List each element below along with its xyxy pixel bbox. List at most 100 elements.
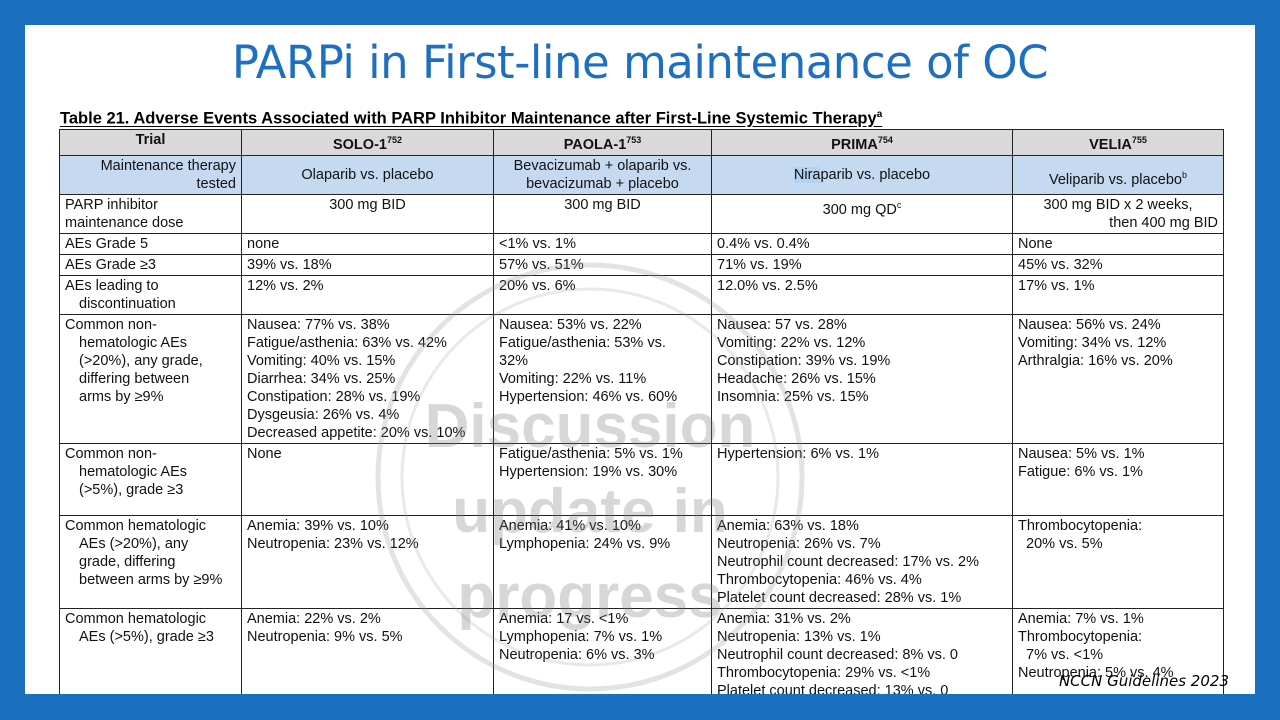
cell-line: Hypertension: 6% vs. 1% — [717, 445, 879, 462]
cell-prima: Nausea: 57 vs. 28% Vomiting: 22% vs. 12% C… — [711, 313, 1013, 444]
cell-line: Nausea: 5% vs. 1% — [1018, 445, 1145, 462]
cell-line: Fatigue: 6% vs. 1% — [1018, 463, 1143, 480]
row-label-line: Common hematologic — [65, 517, 207, 534]
header-prima-ref: 754 — [877, 135, 893, 145]
cell-line: Fatigue/asthenia: 63% vs. 42% — [247, 334, 447, 351]
cell-line: Constipation: 39% vs. 19% — [717, 352, 891, 369]
cell-line: Neutropenia: 5% vs. 4% — [1018, 664, 1174, 681]
cell-line: 57% vs. 51% — [499, 256, 584, 273]
cell-solo-1: 12% vs. 2% — [241, 274, 494, 315]
cell-line: none — [247, 235, 280, 252]
header-paola-1: PAOLA-1753 — [493, 129, 712, 156]
cell-paola-1: 57% vs. 51% — [493, 253, 712, 276]
therapy-velia-text: Veliparib vs. placebo — [1048, 171, 1182, 188]
cell-line: Lymphopenia: 24% vs. 9% — [499, 535, 671, 552]
cell-paola-1: Fatigue/asthenia: 5% vs. 1% Hypertension:… — [493, 442, 712, 516]
row-label-line: Common non- — [65, 316, 157, 333]
table-row: AEs Grade 5 none <1% vs. 1% 0.4% vs. 0.4% No… — [59, 232, 1224, 255]
cell-line: Neutropenia: 9% vs. 5% — [247, 628, 403, 645]
cell-line: Insomnia: 25% vs. 15% — [717, 388, 869, 405]
cell-line: Anemia: 41% vs. 10% — [499, 517, 641, 534]
cell-line: Constipation: 28% vs. 19% — [247, 388, 421, 405]
cell-line: Thrombocytopenia: — [1018, 628, 1143, 645]
row-label-line: AEs leading to — [65, 277, 159, 294]
therapy-label: Maintenance therapy tested — [59, 154, 242, 195]
table-row: AEs leading to discontinuation 12% vs. 2% 2… — [59, 274, 1224, 315]
cell-line: Platelet count decreased: 28% vs. 1% — [717, 589, 962, 606]
cell-line: 12% vs. 2% — [247, 277, 324, 294]
cell-line: Hypertension: 46% vs. 60% — [499, 388, 678, 405]
cell-line: Diarrhea: 34% vs. 25% — [247, 370, 396, 387]
cell-line: Nausea: 56% vs. 24% — [1018, 316, 1161, 333]
row-label: AEs Grade 5 — [59, 232, 242, 255]
therapy-prima-text: parib vs. placebo — [820, 166, 931, 183]
source-footer: NCCN Guidelines 2023 — [1058, 672, 1229, 690]
therapy-paola-1: Bevacizumab + olaparib vs. bevacizumab +… — [493, 154, 712, 195]
table-caption-text: Table 21. Adverse Events Associated with… — [60, 109, 877, 128]
cell-line: Anemia: 31% vs. 2% — [717, 610, 851, 627]
dose-paola-1: 300 mg BID — [493, 193, 712, 234]
cell-line: Hypertension: 19% vs. 30% — [499, 463, 678, 480]
cell-line: 12.0% vs. 2.5% — [717, 277, 818, 294]
table-row: Common hematologic AEs (>5%), grade ≥3 Ane… — [59, 607, 1224, 694]
cell-line: Vomiting: 40% vs. 15% — [247, 352, 396, 369]
therapy-label-line: tested — [196, 175, 237, 192]
dose-solo-1: 300 mg BID — [241, 193, 494, 234]
cell-line: 17% vs. 1% — [1018, 277, 1095, 294]
cell-solo-1: None — [241, 442, 494, 516]
cell-prima: 12.0% vs. 2.5% — [711, 274, 1013, 315]
cell-paola-1: <1% vs. 1% — [493, 232, 712, 255]
row-label-line: AEs (>5%), grade ≥3 — [79, 628, 214, 645]
slide: PARPi in First-line maintenance of OC Ta… — [25, 25, 1255, 694]
row-label-line: hematologic AEs — [79, 334, 188, 351]
table-caption: Table 21. Adverse Events Associated with… — [60, 109, 882, 129]
cell-line: Vomiting: 34% vs. 12% — [1018, 334, 1167, 351]
adverse-events-table: Trial SOLO-1752 PAOLA-1753 PRIMA754 VELI… — [59, 129, 1224, 694]
cell-line: None — [1018, 235, 1053, 252]
row-label-line: AEs (>20%), any — [79, 535, 189, 552]
cell-velia: Thrombocytopenia: 20% vs. 5% — [1012, 514, 1224, 609]
cell-line: Decreased appetite: 20% vs. 10% — [247, 424, 466, 441]
cell-velia: 17% vs. 1% — [1012, 274, 1224, 315]
cell-prima: 71% vs. 19% — [711, 253, 1013, 276]
therapy-solo-1-text: Olaparib vs. placebo — [301, 166, 434, 183]
cell-line: Headache: 26% vs. 15% — [717, 370, 876, 387]
dose-velia: 300 mg BID x 2 weeks, then 400 mg BID — [1012, 193, 1224, 234]
cell-prima: Hypertension: 6% vs. 1% — [711, 442, 1013, 516]
cell-line: 45% vs. 32% — [1018, 256, 1103, 273]
cell-line: Anemia: 7% vs. 1% — [1018, 610, 1144, 627]
dose-prima: 300 mg QDc — [711, 193, 1013, 234]
cell-line: Anemia: 22% vs. 2% — [247, 610, 381, 627]
cell-paola-1: Anemia: 41% vs. 10% Lymphopenia: 24% vs. … — [493, 514, 712, 609]
cell-line: Anemia: 39% vs. 10% — [247, 517, 389, 534]
cell-line: 0.4% vs. 0.4% — [717, 235, 810, 252]
therapy-velia: Veliparib vs. placebob — [1012, 154, 1224, 195]
cell-line: Thrombocytopenia: — [1018, 517, 1143, 534]
header-velia-label: VELIA — [1089, 136, 1132, 153]
cell-prima: Anemia: 31% vs. 2% Neutropenia: 13% vs. 1… — [711, 607, 1013, 694]
header-solo-1-ref: 752 — [386, 135, 402, 145]
cell-line: Thrombocytopenia: 29% vs. <1% — [717, 664, 931, 681]
therapy-label-line: Maintenance therapy — [100, 157, 236, 174]
row-label: AEs leading to discontinuation — [59, 274, 242, 315]
cell-line: <1% vs. 1% — [499, 235, 576, 252]
dose-velia-line: 300 mg BID x 2 weeks, — [1043, 196, 1193, 213]
cell-velia: Nausea: 56% vs. 24% Vomiting: 34% vs. 12%… — [1012, 313, 1224, 444]
cell-line: Neutropenia: 6% vs. 3% — [499, 646, 655, 663]
cell-line: Fatigue/asthenia: 5% vs. 1% — [499, 445, 683, 462]
row-label-line: Common non- — [65, 445, 157, 462]
cell-line: Arthralgia: 16% vs. 20% — [1018, 352, 1173, 369]
cell-line: Anemia: 17 vs. <1% — [499, 610, 629, 627]
cell-line: 71% vs. 19% — [717, 256, 802, 273]
cell-line: Dysgeusia: 26% vs. 4% — [247, 406, 400, 423]
header-paola-1-label: PAOLA-1 — [563, 136, 627, 153]
header-prima: PRIMA754 — [711, 129, 1013, 156]
header-row: Trial SOLO-1752 PAOLA-1753 PRIMA754 VELI… — [59, 129, 1224, 156]
row-label-line: arms by ≥9% — [79, 388, 164, 405]
row-label-line: (>5%), grade ≥3 — [79, 481, 184, 498]
cell-paola-1: 20% vs. 6% — [493, 274, 712, 315]
cell-solo-1: Nausea: 77% vs. 38% Fatigue/asthenia: 63%… — [241, 313, 494, 444]
row-label: Common non-hematologic AEs (>5%), grade ≥… — [59, 442, 242, 516]
therapy-paola-1-line: Bevacizumab + olaparib vs. — [513, 157, 692, 174]
dose-label-line: maintenance dose — [65, 214, 184, 231]
